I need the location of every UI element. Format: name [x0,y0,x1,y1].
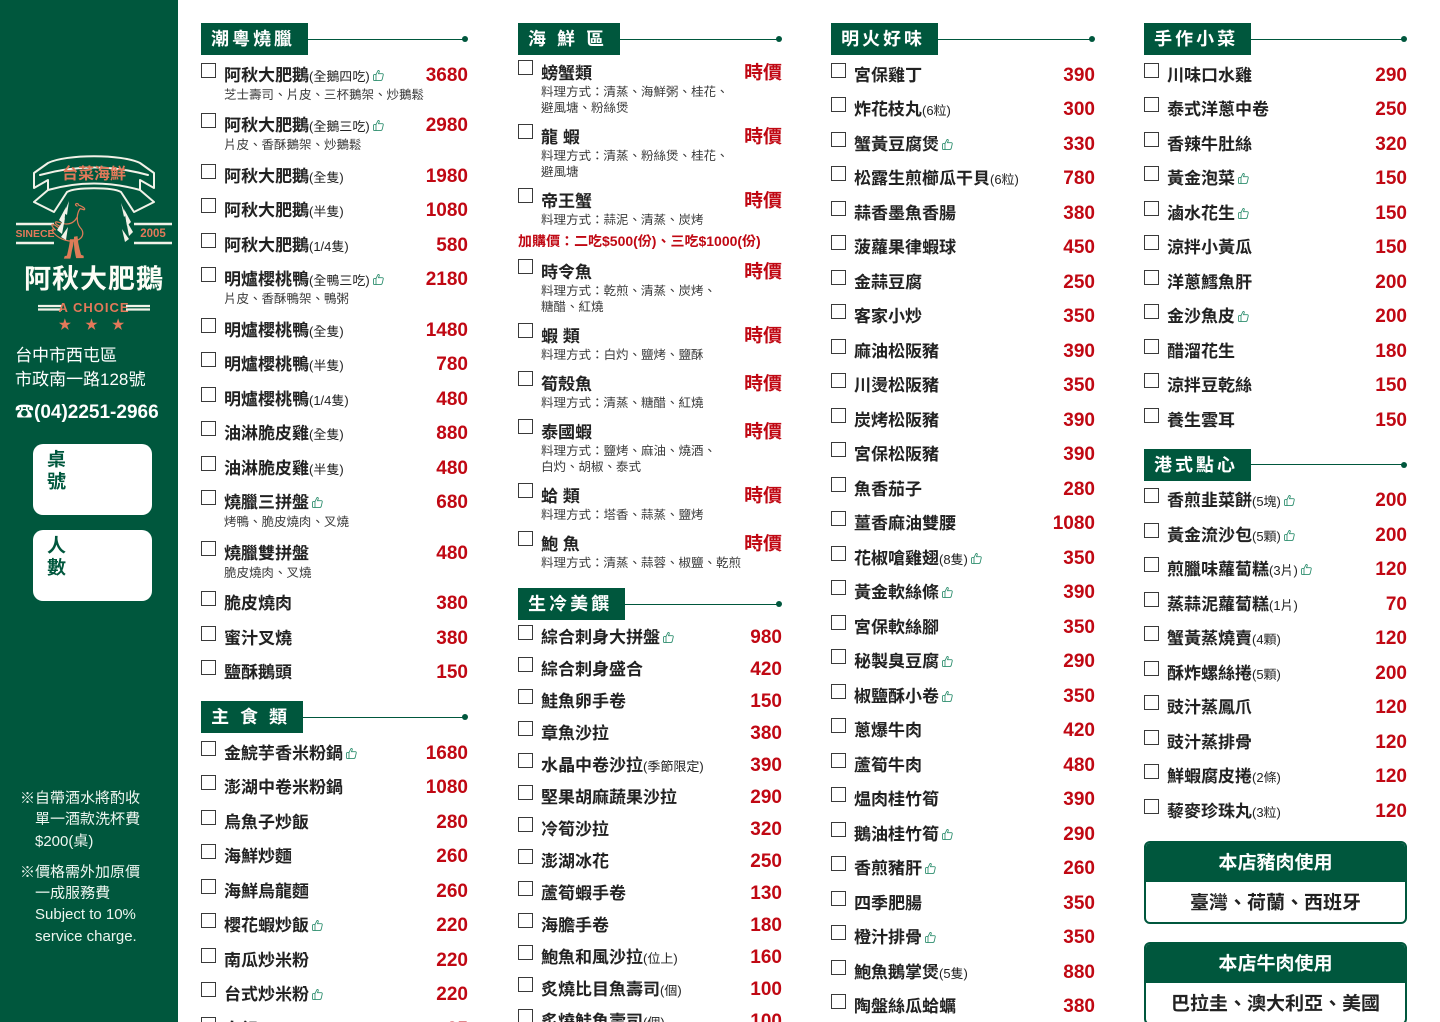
svg-text:2005: 2005 [140,228,166,240]
svg-text:SINECE: SINECE [15,228,54,240]
svg-text:A CHOICE: A CHOICE [58,300,129,315]
svg-text:台菜海鮮: 台菜海鮮 [62,160,126,184]
svg-text:阿秋大肥鵝: 阿秋大肥鵝 [24,257,164,296]
svg-text:★ ★ ★: ★ ★ ★ [58,317,129,332]
